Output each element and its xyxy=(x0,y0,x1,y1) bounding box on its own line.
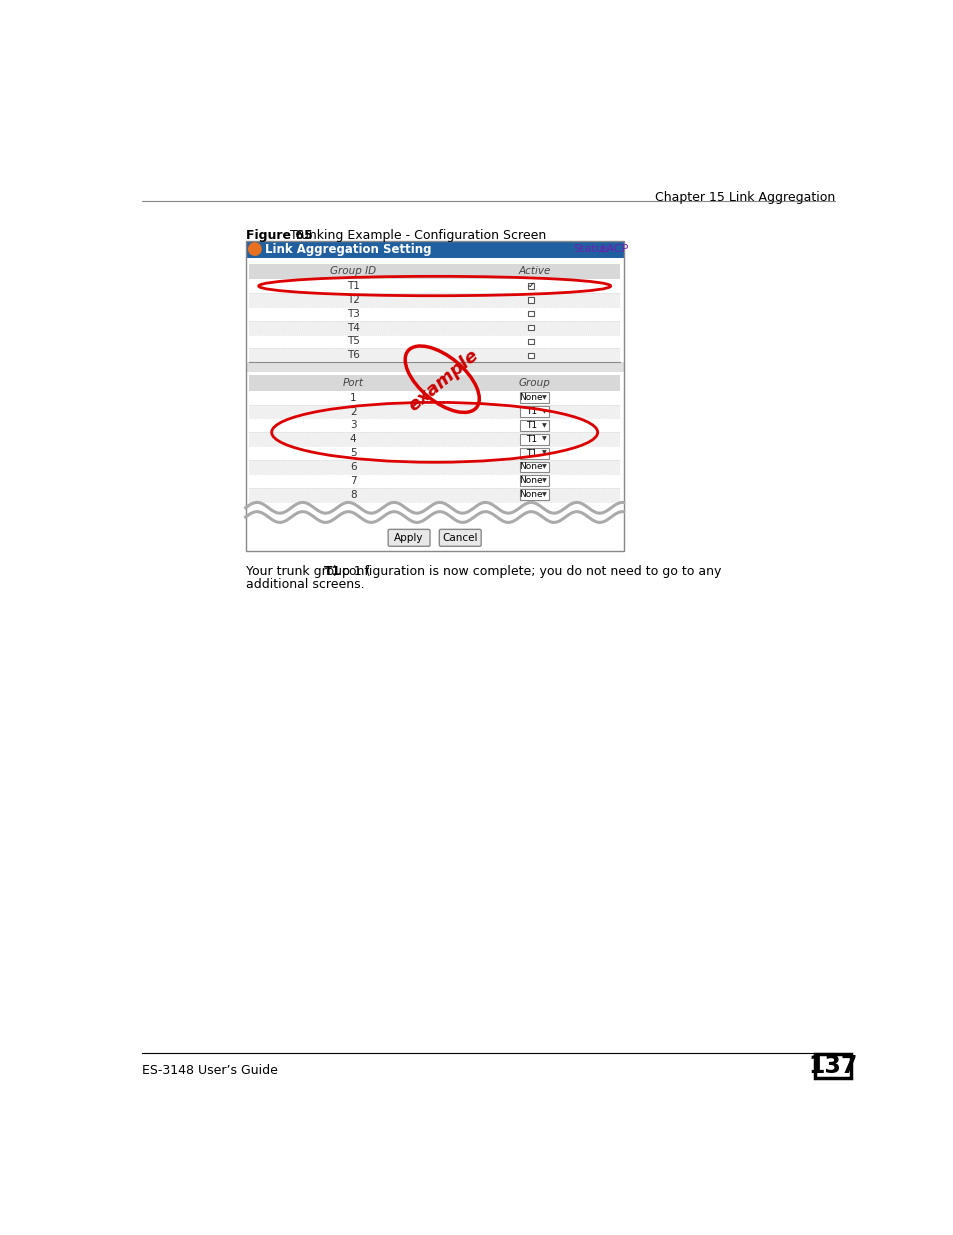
FancyBboxPatch shape xyxy=(519,420,549,431)
FancyBboxPatch shape xyxy=(528,298,533,303)
FancyBboxPatch shape xyxy=(249,446,619,461)
Text: T3: T3 xyxy=(346,309,359,319)
FancyBboxPatch shape xyxy=(245,362,623,372)
FancyBboxPatch shape xyxy=(528,353,533,358)
Text: 4: 4 xyxy=(350,435,356,445)
FancyBboxPatch shape xyxy=(249,488,619,501)
FancyBboxPatch shape xyxy=(519,475,549,487)
Text: T1: T1 xyxy=(323,564,341,578)
Text: T5: T5 xyxy=(346,336,359,347)
Text: T6: T6 xyxy=(346,351,359,361)
Text: Trunking Example - Configuration Screen: Trunking Example - Configuration Screen xyxy=(282,228,546,242)
Text: ▼: ▼ xyxy=(541,493,546,498)
Text: 6: 6 xyxy=(350,462,356,472)
Text: T1: T1 xyxy=(525,435,537,443)
Text: None: None xyxy=(518,393,542,403)
Circle shape xyxy=(249,243,261,256)
Text: LACP: LACP xyxy=(599,245,628,254)
Text: ▼: ▼ xyxy=(541,422,546,427)
FancyBboxPatch shape xyxy=(249,461,619,474)
FancyBboxPatch shape xyxy=(528,338,533,345)
Text: Group ID: Group ID xyxy=(330,267,375,277)
Text: 5: 5 xyxy=(350,448,356,458)
Text: None: None xyxy=(518,490,542,499)
Text: Chapter 15 Link Aggregation: Chapter 15 Link Aggregation xyxy=(655,190,835,204)
Text: 3: 3 xyxy=(350,420,356,431)
Text: ✓: ✓ xyxy=(527,280,534,290)
Text: Status: Status xyxy=(573,245,608,254)
FancyBboxPatch shape xyxy=(249,306,619,321)
FancyBboxPatch shape xyxy=(249,335,619,348)
FancyBboxPatch shape xyxy=(388,530,430,546)
Text: Link Aggregation Setting: Link Aggregation Setting xyxy=(265,242,431,256)
FancyBboxPatch shape xyxy=(249,419,619,432)
FancyBboxPatch shape xyxy=(519,393,549,403)
FancyBboxPatch shape xyxy=(249,293,619,306)
FancyBboxPatch shape xyxy=(528,325,533,330)
Text: ▼: ▼ xyxy=(541,395,546,400)
Text: ▼: ▼ xyxy=(541,409,546,414)
Text: ES-3148 User’s Guide: ES-3148 User’s Guide xyxy=(142,1063,278,1077)
FancyBboxPatch shape xyxy=(815,1055,850,1078)
Text: ▼: ▼ xyxy=(541,464,546,469)
Text: Your trunk group 1 (: Your trunk group 1 ( xyxy=(245,564,370,578)
Text: Group: Group xyxy=(518,378,550,388)
FancyBboxPatch shape xyxy=(528,283,533,289)
Text: 2: 2 xyxy=(350,406,356,416)
Text: T2: T2 xyxy=(346,295,359,305)
FancyBboxPatch shape xyxy=(519,433,549,445)
FancyBboxPatch shape xyxy=(249,279,619,293)
FancyBboxPatch shape xyxy=(528,311,533,316)
Text: 7: 7 xyxy=(350,475,356,485)
FancyBboxPatch shape xyxy=(249,264,619,279)
FancyBboxPatch shape xyxy=(519,448,549,458)
Text: 8: 8 xyxy=(350,490,356,500)
Text: T1: T1 xyxy=(525,408,537,416)
Text: T1: T1 xyxy=(525,421,537,430)
Text: Apply: Apply xyxy=(394,532,423,543)
Text: ) configuration is now complete; you do not need to go to any: ) configuration is now complete; you do … xyxy=(333,564,720,578)
Text: T1: T1 xyxy=(525,448,537,458)
FancyBboxPatch shape xyxy=(249,474,619,488)
Text: Active: Active xyxy=(518,267,550,277)
FancyBboxPatch shape xyxy=(245,241,623,258)
FancyBboxPatch shape xyxy=(249,375,619,390)
Text: Cancel: Cancel xyxy=(442,532,477,543)
FancyBboxPatch shape xyxy=(249,432,619,446)
FancyBboxPatch shape xyxy=(519,489,549,500)
Text: 1: 1 xyxy=(350,393,356,403)
Text: ▼: ▼ xyxy=(541,437,546,442)
Text: additional screens.: additional screens. xyxy=(245,578,364,590)
Text: ▼: ▼ xyxy=(541,451,546,456)
Text: T1: T1 xyxy=(346,282,359,291)
FancyBboxPatch shape xyxy=(439,530,480,546)
FancyBboxPatch shape xyxy=(249,348,619,362)
FancyBboxPatch shape xyxy=(519,406,549,417)
Text: None: None xyxy=(518,477,542,485)
Text: None: None xyxy=(518,462,542,472)
FancyBboxPatch shape xyxy=(249,405,619,419)
FancyBboxPatch shape xyxy=(519,462,549,472)
Text: ▼: ▼ xyxy=(541,478,546,483)
FancyBboxPatch shape xyxy=(249,321,619,335)
Text: T4: T4 xyxy=(346,322,359,332)
Text: example: example xyxy=(405,346,482,415)
Text: Figure 65: Figure 65 xyxy=(245,228,312,242)
FancyBboxPatch shape xyxy=(249,390,619,405)
Text: 137: 137 xyxy=(807,1053,857,1078)
Text: Port: Port xyxy=(342,378,363,388)
